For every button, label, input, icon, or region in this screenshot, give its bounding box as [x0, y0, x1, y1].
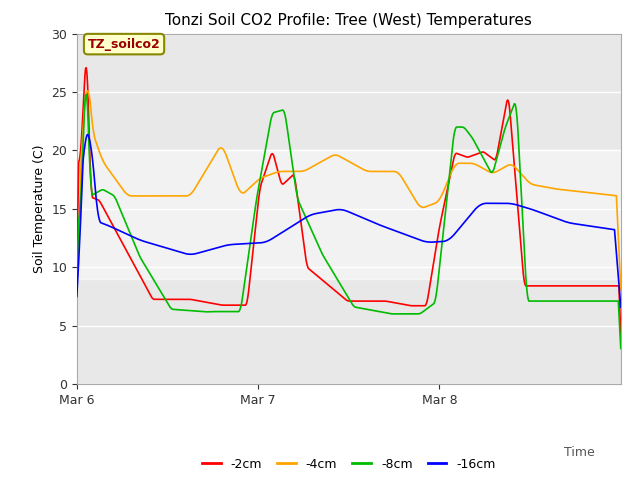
Text: Time: Time	[564, 446, 595, 459]
Y-axis label: Soil Temperature (C): Soil Temperature (C)	[33, 144, 45, 273]
Legend: -2cm, -4cm, -8cm, -16cm: -2cm, -4cm, -8cm, -16cm	[197, 453, 501, 476]
Title: Tonzi Soil CO2 Profile: Tree (West) Temperatures: Tonzi Soil CO2 Profile: Tree (West) Temp…	[165, 13, 532, 28]
Bar	[77, 150, 621, 279]
Text: TZ_soilco2: TZ_soilco2	[88, 37, 161, 50]
